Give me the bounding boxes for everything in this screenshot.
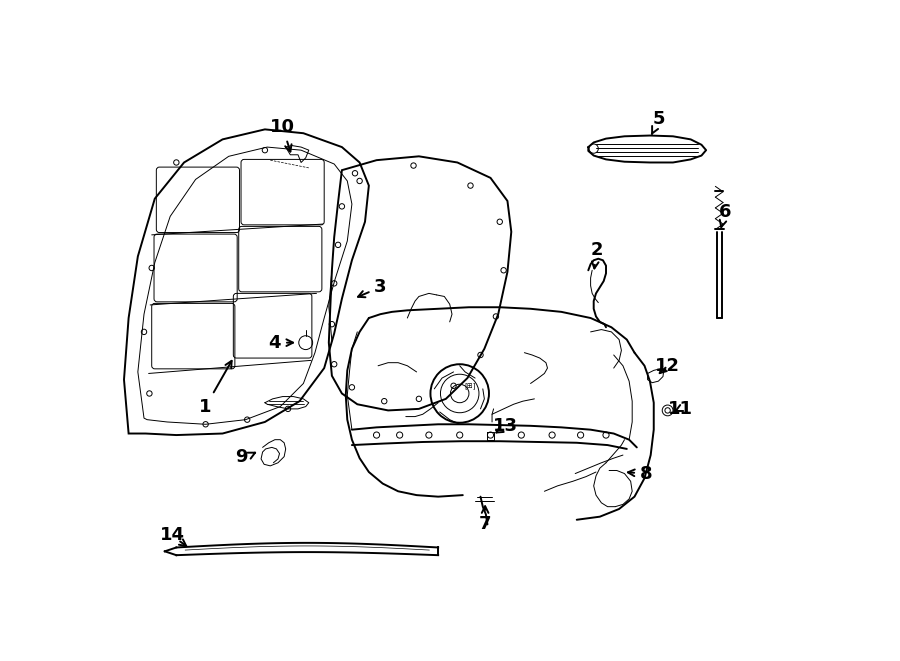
Text: 6: 6: [719, 203, 732, 227]
Text: 3: 3: [358, 278, 387, 297]
Text: 5: 5: [652, 110, 665, 134]
Text: 2: 2: [590, 241, 603, 268]
Text: 8: 8: [628, 465, 652, 483]
Text: 14: 14: [160, 526, 185, 544]
Text: 4: 4: [269, 334, 281, 352]
Text: 13: 13: [493, 417, 518, 435]
Text: 12: 12: [655, 357, 680, 375]
Text: 10: 10: [270, 118, 295, 151]
Text: 9: 9: [236, 447, 248, 465]
Text: 1: 1: [200, 361, 231, 416]
Text: 11: 11: [668, 400, 693, 418]
Text: 7: 7: [479, 506, 491, 533]
Text: [⊞]: [⊞]: [464, 383, 476, 389]
